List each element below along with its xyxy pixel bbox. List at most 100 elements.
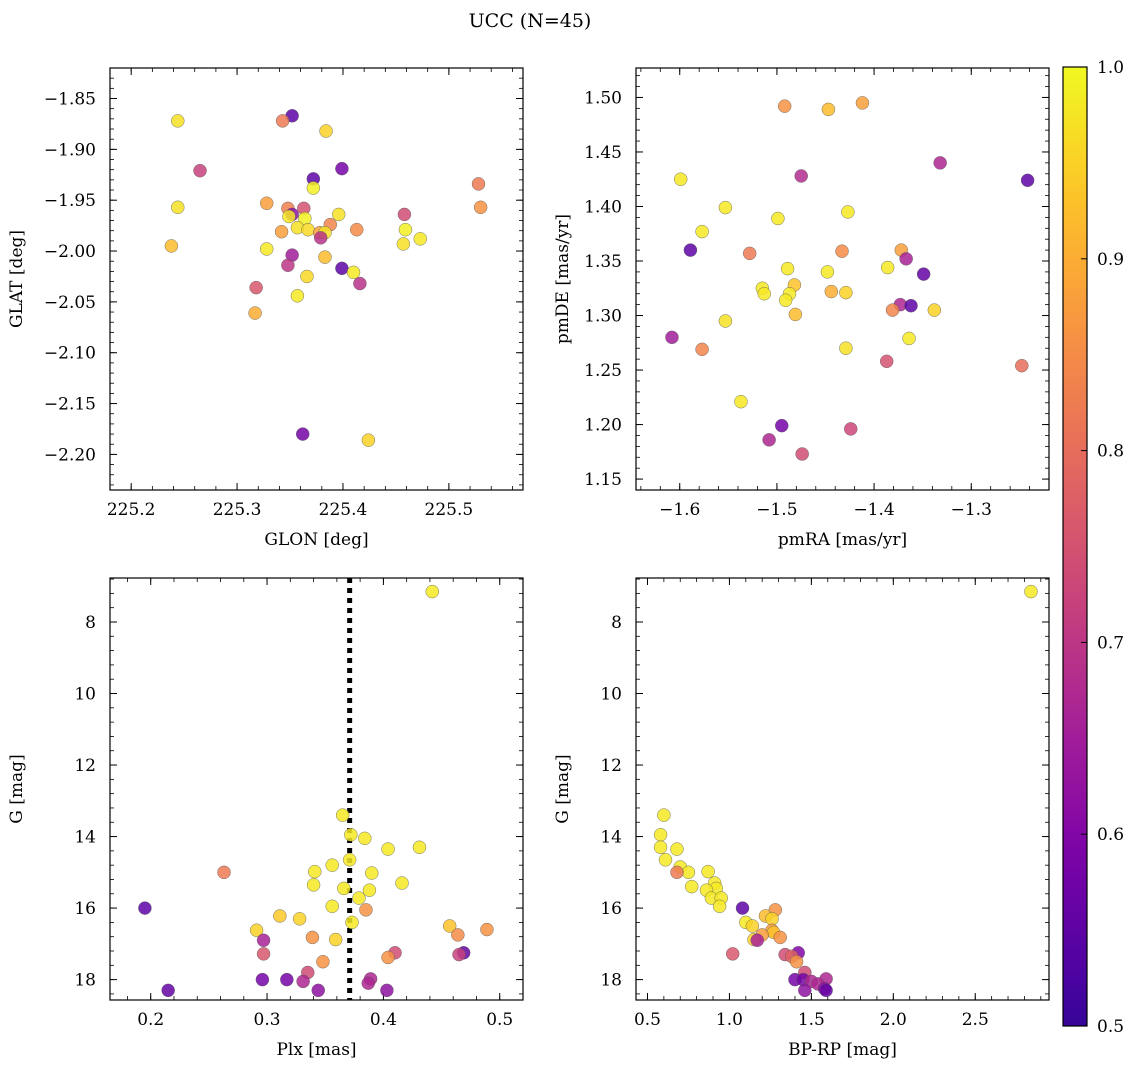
scatter-point bbox=[138, 901, 152, 915]
y-tick-label: −2.05 bbox=[44, 293, 96, 313]
x-axis-label: GLON [deg] bbox=[264, 530, 368, 550]
y-tick-label: 1.50 bbox=[584, 88, 622, 108]
scatter-point bbox=[1020, 173, 1035, 188]
y-tick-label: 12 bbox=[600, 756, 622, 776]
scatter-point bbox=[778, 293, 793, 307]
y-tick-label: −2.10 bbox=[44, 344, 96, 364]
scatter-point bbox=[712, 899, 727, 914]
scatter-point bbox=[255, 972, 270, 987]
scatter-point bbox=[335, 161, 349, 176]
scatter-point bbox=[750, 933, 764, 947]
scatter-point bbox=[300, 269, 314, 284]
x-tick-label: −1.4 bbox=[853, 500, 894, 520]
scatter-point bbox=[933, 156, 947, 170]
y-tick-label: 18 bbox=[600, 971, 622, 991]
y-tick-label: 1.20 bbox=[584, 416, 622, 436]
axes-frame bbox=[635, 577, 1050, 1001]
scatter-point bbox=[757, 287, 771, 301]
colorbar-frame bbox=[1062, 66, 1088, 1027]
y-tick-label: 14 bbox=[74, 828, 96, 848]
scatter-point bbox=[788, 307, 803, 322]
scatter-series bbox=[665, 96, 1035, 461]
panel-top-right: −1.6 −1.5 −1.4 −1.3 1.15 1.20 1.25 1.30 1.35 1.40… bbox=[553, 67, 1050, 550]
scatter-point bbox=[273, 909, 287, 923]
scatter-point bbox=[396, 237, 411, 251]
y-tick-label: −2.20 bbox=[44, 445, 96, 465]
scatter-point bbox=[425, 584, 439, 599]
scatter-point bbox=[412, 840, 427, 854]
scatter-point bbox=[318, 250, 332, 264]
colorbar-tick-label: 0.6 bbox=[1097, 825, 1124, 845]
scatter-point bbox=[328, 932, 343, 947]
scatter-point bbox=[798, 983, 812, 998]
y-tick-label: −1.95 bbox=[44, 191, 96, 211]
scatter-point bbox=[844, 422, 858, 436]
scatter-point bbox=[771, 211, 785, 226]
scatter-series bbox=[164, 109, 488, 447]
scatter-series bbox=[653, 584, 1038, 998]
y-tick-label: 8 bbox=[611, 613, 622, 633]
colorbar-gradient bbox=[1063, 67, 1087, 1026]
y-tick-label: 16 bbox=[600, 899, 622, 919]
scatter-point bbox=[365, 866, 379, 880]
x-tick-label: 1.0 bbox=[716, 1010, 743, 1030]
scatter-point bbox=[819, 983, 833, 998]
scatter-point bbox=[773, 930, 787, 945]
x-tick-label: 225.4 bbox=[319, 500, 368, 520]
scatter-point bbox=[171, 200, 185, 215]
panel-bottom-right: 0.5 1.0 1.5 2.0 2.5 8 10 12 14 16 18 BP-RP [mag] G [… bbox=[553, 577, 1050, 1060]
scatter-point bbox=[381, 842, 395, 856]
scatter-point bbox=[398, 222, 413, 237]
scatter-point bbox=[249, 280, 263, 295]
scatter-series bbox=[138, 584, 494, 998]
scatter-point bbox=[337, 881, 351, 896]
x-tick-label: 0.5 bbox=[634, 1010, 661, 1030]
scatter-point bbox=[657, 808, 671, 822]
scatter-point bbox=[670, 865, 684, 880]
scatter-point bbox=[718, 314, 733, 328]
y-axis-label: G [mag] bbox=[7, 754, 27, 823]
scatter-point bbox=[358, 831, 372, 846]
scatter-point bbox=[290, 289, 305, 303]
scatter-point bbox=[164, 239, 179, 253]
scatter-point bbox=[381, 950, 395, 965]
y-tick-label: 12 bbox=[74, 756, 96, 776]
y-tick-label: 1.25 bbox=[584, 361, 622, 381]
scatter-point bbox=[361, 433, 376, 447]
y-tick-label: 1.30 bbox=[584, 307, 622, 327]
axes-frame bbox=[109, 577, 524, 1001]
scatter-point bbox=[380, 983, 394, 998]
scatter-point bbox=[855, 96, 870, 110]
scatter-point bbox=[735, 901, 750, 915]
scatter-point bbox=[777, 99, 792, 113]
scatter-point bbox=[353, 276, 367, 291]
x-tick-label: −1.6 bbox=[659, 500, 700, 520]
scatter-point bbox=[899, 252, 913, 266]
scatter-point bbox=[256, 933, 271, 947]
scatter-point bbox=[927, 303, 942, 317]
x-tick-label: −1.3 bbox=[951, 500, 992, 520]
scatter-point bbox=[718, 200, 733, 215]
colorbar-tick-label: 0.7 bbox=[1097, 633, 1124, 653]
scatter-point bbox=[839, 341, 853, 355]
scatter-point bbox=[904, 299, 918, 313]
colorbar-tick-label: 0.8 bbox=[1097, 442, 1124, 462]
scatter-point bbox=[902, 331, 916, 346]
scatter-point bbox=[342, 853, 357, 867]
x-tick-label: −1.5 bbox=[756, 500, 797, 520]
colorbar: 0.5 0.6 0.7 0.8 0.9 1.0 bbox=[1062, 58, 1124, 1037]
scatter-point bbox=[325, 899, 339, 914]
x-tick-label: 2.5 bbox=[962, 1010, 989, 1030]
scatter-point bbox=[248, 306, 262, 320]
scatter-point bbox=[311, 983, 325, 998]
scatter-point bbox=[344, 828, 358, 842]
scatter-point bbox=[665, 330, 679, 345]
scatter-point bbox=[171, 114, 185, 128]
y-tick-label: 14 bbox=[600, 828, 622, 848]
scatter-point bbox=[352, 891, 366, 905]
scatter-point bbox=[296, 427, 310, 441]
scatter-point bbox=[685, 879, 699, 894]
scatter-point bbox=[282, 209, 296, 224]
scatter-point bbox=[359, 903, 373, 917]
scatter-point bbox=[319, 124, 333, 138]
